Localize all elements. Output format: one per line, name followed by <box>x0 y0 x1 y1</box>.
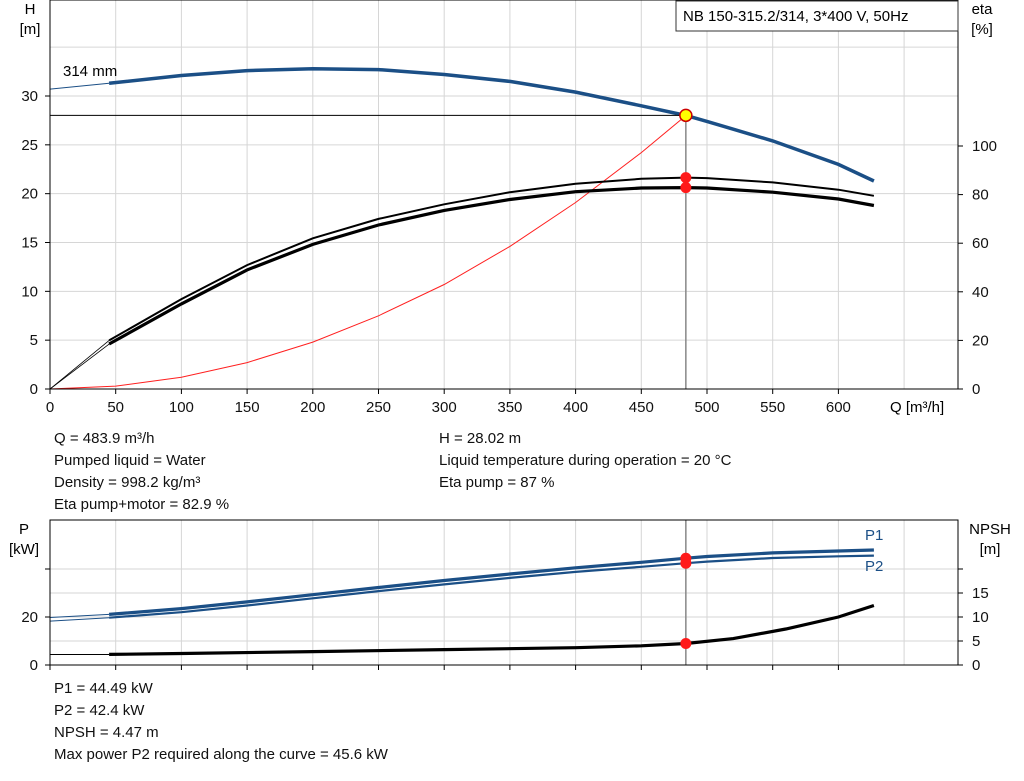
npsh-tick-label: 10 <box>972 609 989 626</box>
eta-pump-extrapolation-line <box>49 340 110 390</box>
p2-extrapolation-line <box>49 617 110 622</box>
info-flow: Q = 483.9 m³/h <box>54 430 155 447</box>
y2-tick-label: 80 <box>972 187 989 204</box>
y-tick-label: 15 <box>21 235 38 252</box>
system-curve-line <box>49 115 687 390</box>
power-chart-curves <box>49 520 875 665</box>
info-max-power: Max power P2 required along the curve = … <box>54 746 388 763</box>
x-tick-label: 150 <box>235 399 260 416</box>
p-tick-label: 0 <box>30 657 38 674</box>
impeller-diameter-label: 314 mm <box>63 63 117 80</box>
y2-axis-unit: [%] <box>971 21 993 38</box>
eta-pump-duty-marker <box>680 172 692 184</box>
eta-pump-curve-line <box>108 176 875 342</box>
info-head: H = 28.02 m <box>439 430 522 447</box>
y-tick-label: 25 <box>21 137 38 154</box>
x-tick-label: 600 <box>826 399 851 416</box>
npsh-tick-label: 5 <box>972 633 980 650</box>
info-temperature: Liquid temperature during operation = 20… <box>439 452 732 469</box>
p-axis-label: P <box>19 521 29 538</box>
info-npsh: NPSH = 4.47 m <box>54 724 159 741</box>
x-tick-label: 400 <box>563 399 588 416</box>
plot-frame <box>49 0 959 390</box>
x-tick-label: 500 <box>694 399 719 416</box>
pump-title-box <box>675 0 959 32</box>
eta-total-duty-marker <box>680 182 692 194</box>
info-p1: P1 = 44.49 kW <box>54 680 153 697</box>
x-tick-label: 450 <box>629 399 654 416</box>
p1-curve-line <box>108 548 874 616</box>
p1-legend-label: P1 <box>865 527 883 544</box>
pump-title: NB 150-315.2/314, 3*400 V, 50Hz <box>683 8 908 25</box>
p2-legend-label: P2 <box>865 558 883 575</box>
info-eta-total: Eta pump+motor = 82.9 % <box>54 496 230 513</box>
power-chart-grid <box>50 520 958 665</box>
x-tick-label: 250 <box>366 399 391 416</box>
y2-tick-label: 20 <box>972 332 989 349</box>
y2-axis-label: eta <box>972 1 994 18</box>
info-liquid: Pumped liquid = Water <box>54 452 206 469</box>
p1-extrapolation-line <box>49 613 110 618</box>
x-axis-label: Q [m³/h] <box>890 399 944 416</box>
y-tick-label: 10 <box>21 283 38 300</box>
npsh-curve-line <box>109 603 875 656</box>
x-tick-label: 200 <box>300 399 325 416</box>
y-tick-label: 0 <box>30 381 38 398</box>
info-p2: P2 = 42.4 kW <box>54 702 145 719</box>
npsh-duty-marker <box>680 638 692 650</box>
y2-tick-label: 100 <box>972 138 997 155</box>
head-extrapolation-line <box>49 82 110 90</box>
head-chart-curves <box>49 66 875 390</box>
eta-total-extrapolation-line <box>49 343 110 390</box>
npsh-axis-label: NPSH <box>969 521 1011 538</box>
p2-curve-line <box>109 554 874 619</box>
x-tick-label: 0 <box>46 399 54 416</box>
x-tick-label: 350 <box>497 399 522 416</box>
npsh-tick-label: 15 <box>972 585 989 602</box>
eta-total-curve-line <box>108 185 875 346</box>
head-duty-point-marker <box>679 108 693 123</box>
x-tick-label: 100 <box>169 399 194 416</box>
y-tick-label: 5 <box>30 332 38 349</box>
p2-duty-marker <box>680 557 692 569</box>
y2-tick-label: 0 <box>972 381 980 398</box>
y2-tick-label: 60 <box>972 235 989 252</box>
x-tick-label: 550 <box>760 399 785 416</box>
y2-tick-label: 40 <box>972 284 989 301</box>
p-tick-label: 20 <box>21 609 38 626</box>
head-chart-grid <box>50 0 958 389</box>
y-tick-label: 20 <box>21 186 38 203</box>
y-tick-label: 30 <box>21 88 38 105</box>
power-chart-axes: 0 20 0 5 10 15 <box>21 519 989 674</box>
info-eta-pump: Eta pump = 87 % <box>439 474 555 491</box>
x-tick-label: 50 <box>107 399 124 416</box>
x-tick-label: 300 <box>432 399 457 416</box>
p-axis-unit: [kW] <box>9 541 39 558</box>
npsh-tick-label: 0 <box>972 657 980 674</box>
info-density: Density = 998.2 kg/m³ <box>54 474 201 491</box>
y-axis-unit: [m] <box>20 21 41 38</box>
npsh-axis-unit: [m] <box>980 541 1001 558</box>
y-axis-label: H <box>25 1 36 18</box>
head-curve-line <box>108 66 875 183</box>
head-chart-axes: 0 50 100 150 200 250 300 350 400 450 500 550 6000510… <box>21 0 997 416</box>
